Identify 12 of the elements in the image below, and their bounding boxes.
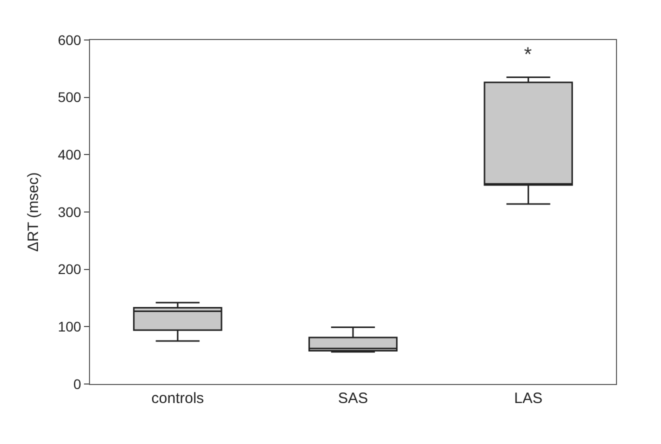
annotation: *: [524, 44, 532, 66]
x-tick-label: SAS: [338, 390, 368, 407]
y-tick-label: 100: [58, 318, 82, 335]
y-tick-label: 200: [58, 261, 82, 278]
y-tick-label: 500: [58, 89, 82, 106]
y-axis-title: ΔRT (msec): [25, 172, 42, 252]
x-tick-label: LAS: [514, 390, 543, 407]
y-tick-label: 0: [73, 376, 82, 392]
x-tick-label: controls: [151, 390, 204, 407]
y-tick-label: 300: [58, 204, 82, 220]
y-tick-label: 400: [58, 146, 82, 163]
y-tick-label: 600: [58, 32, 82, 48]
